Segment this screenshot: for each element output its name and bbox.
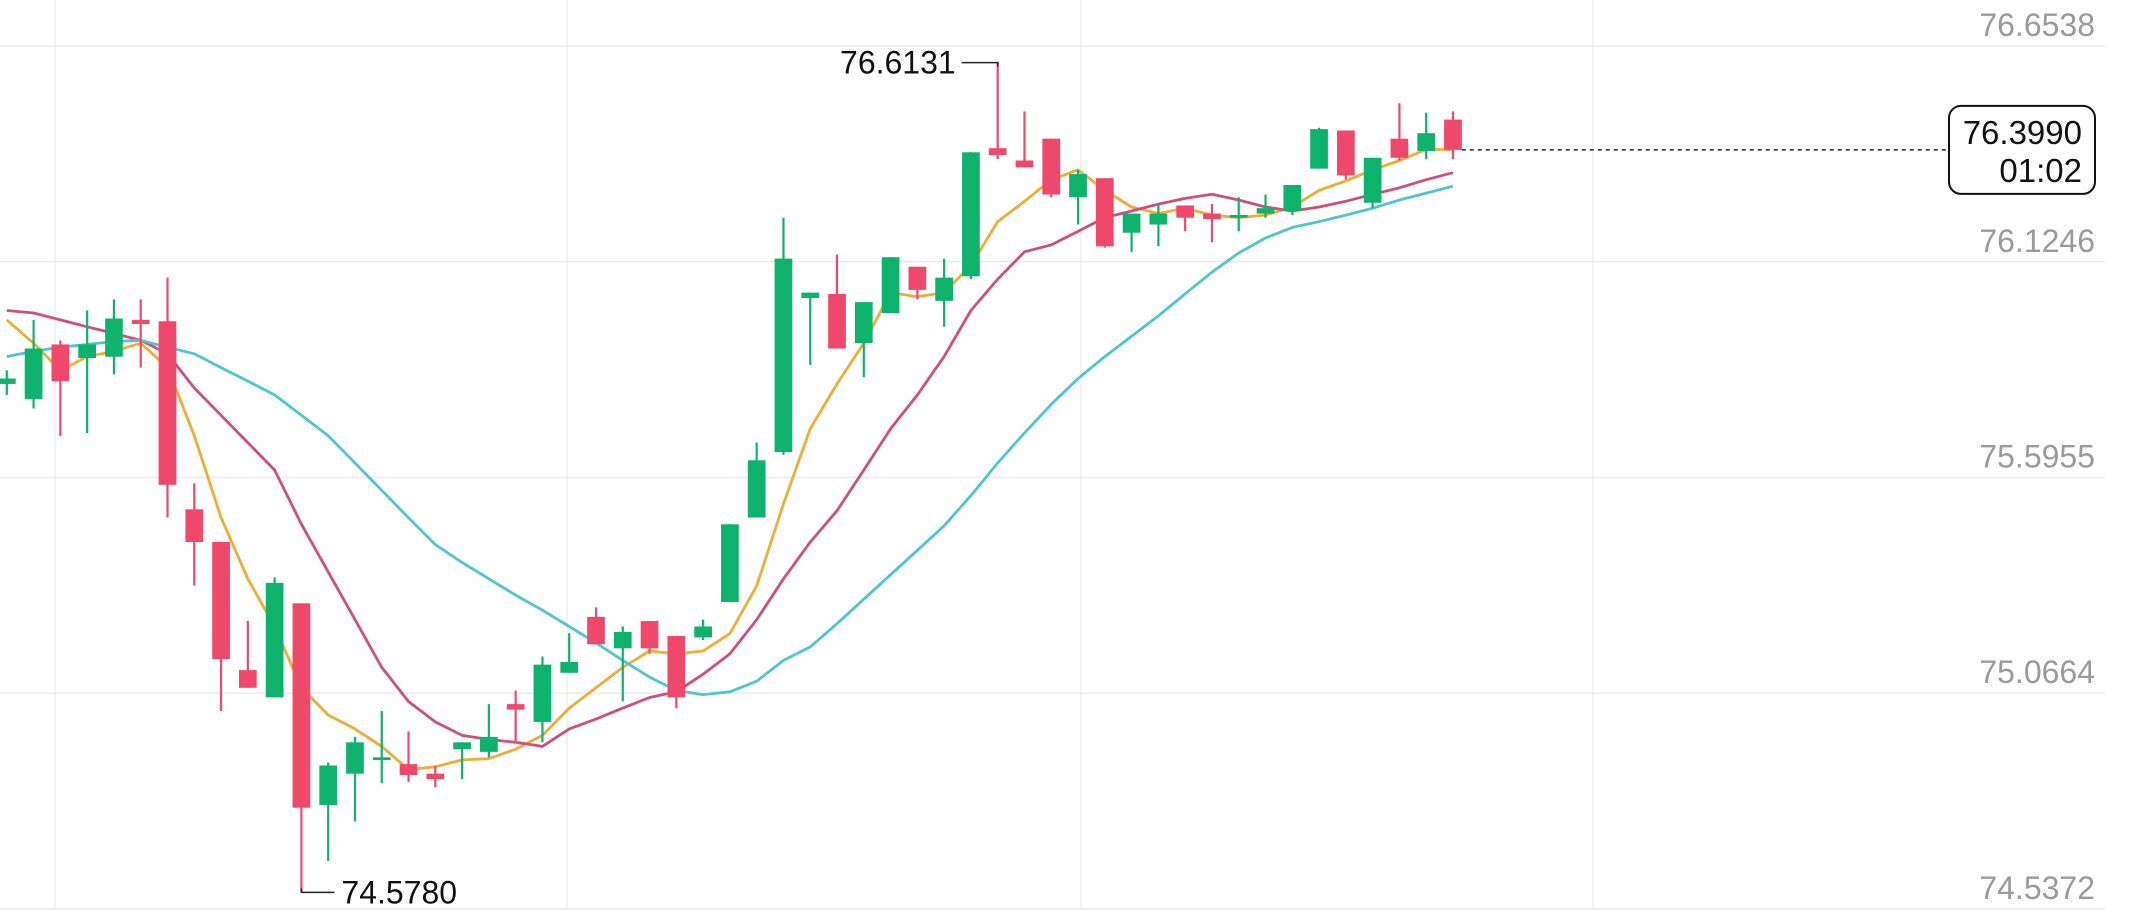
- candle-body: [1122, 213, 1141, 233]
- candle-body: [506, 704, 525, 710]
- moving-average-line: [6, 184, 1454, 696]
- candle-body: [694, 626, 712, 638]
- candle-body: [1149, 213, 1168, 225]
- candle-body: [881, 257, 900, 314]
- candle-body: [988, 148, 1007, 156]
- candle-body: [1095, 178, 1114, 247]
- moving-average-line: [6, 171, 1454, 748]
- candle-body: [185, 509, 204, 543]
- low-label: 74.5780: [341, 874, 457, 910]
- candle-body: [1363, 157, 1382, 203]
- candle-body: [1069, 174, 1087, 198]
- candle-body: [801, 292, 820, 299]
- candle-body: [560, 661, 579, 673]
- candle-body: [1176, 205, 1195, 218]
- candle-body: [962, 152, 980, 277]
- candle-body: [1015, 160, 1034, 168]
- candle-body: [212, 542, 230, 660]
- candle-body: [238, 670, 257, 688]
- candle-body: [587, 616, 605, 645]
- candle-body: [1256, 208, 1275, 214]
- countdown-label: 01:02: [1999, 152, 2082, 189]
- last-price-label: 76.3990: [1963, 114, 2082, 151]
- candle-body: [292, 603, 311, 808]
- vertical-grid: [54, 0, 1594, 909]
- candle-body: [426, 773, 445, 780]
- candle-body: [1310, 129, 1328, 169]
- candle-body: [1336, 130, 1355, 176]
- candle-body: [1417, 133, 1436, 151]
- candle-body: [774, 258, 793, 453]
- candle-body: [1229, 214, 1248, 218]
- last-price-box: [1948, 104, 2096, 195]
- candle-body: [721, 524, 739, 602]
- y-tick-label: 75.0664: [1979, 654, 2095, 690]
- candle-body: [1042, 138, 1061, 195]
- candle-body: [613, 631, 632, 649]
- candle-body: [346, 742, 364, 774]
- candle-body: [372, 757, 391, 761]
- candle-body: [908, 266, 927, 290]
- high-label: 76.6131: [840, 45, 956, 81]
- high-leader: [961, 61, 999, 67]
- candle-body: [935, 277, 953, 301]
- candle-body: [1283, 184, 1302, 211]
- candle-body: [533, 664, 552, 722]
- y-tick-label: 76.1246: [1979, 223, 2095, 259]
- candle-body: [0, 378, 16, 384]
- candle-body: [854, 302, 873, 344]
- candle-body: [747, 460, 766, 518]
- candle-body: [1390, 138, 1409, 158]
- candle-body: [131, 319, 150, 324]
- y-tick-label: 74.5372: [1979, 870, 2095, 906]
- candle-body: [105, 318, 123, 357]
- candle-body: [640, 621, 659, 649]
- candle-body: [158, 321, 177, 485]
- low-leader: [300, 888, 335, 894]
- candle-body: [265, 582, 284, 698]
- moving-average-line: [5, 148, 1453, 771]
- candle-body: [828, 294, 846, 349]
- candle-body: [1203, 213, 1221, 220]
- y-tick-label: 76.6538: [1979, 7, 2095, 43]
- y-tick-label: 75.5955: [1979, 439, 2095, 475]
- candle-body: [51, 344, 70, 382]
- candle-body: [78, 344, 97, 359]
- candle-body: [1444, 119, 1462, 150]
- candle-body: [24, 348, 43, 399]
- candle-body: [667, 636, 686, 698]
- candle-body: [319, 765, 338, 805]
- candle-body: [399, 764, 418, 776]
- candle-body: [453, 742, 471, 750]
- candle-body: [480, 736, 498, 752]
